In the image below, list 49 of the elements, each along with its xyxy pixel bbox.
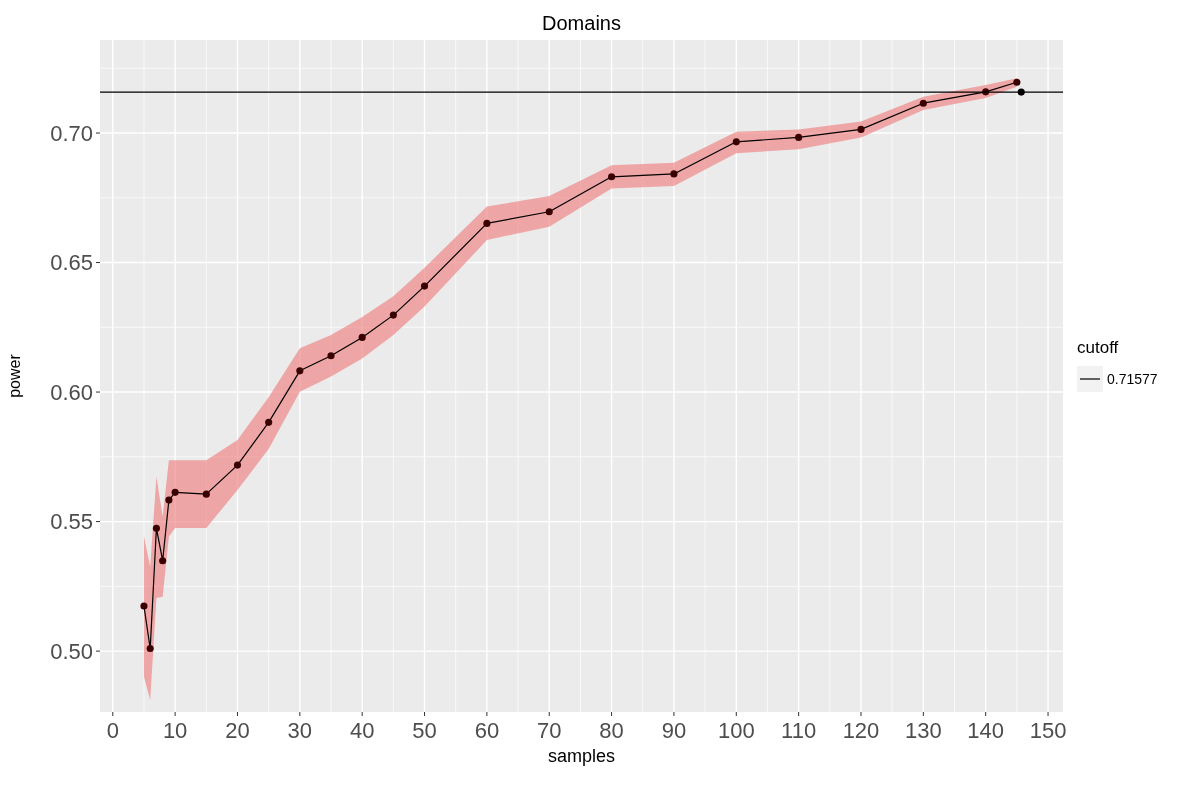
x-tick-label: 90 [661,718,687,743]
x-tick-label: 150 [1029,718,1067,743]
point [608,173,616,181]
point [358,333,366,341]
y-tick-label: 0.50 [50,638,93,664]
y-tick-label: 0.65 [50,250,93,276]
x-tick-label: 80 [599,718,624,743]
x-tick-label: 60 [474,718,500,743]
x-tick-label: 100 [717,718,755,743]
point [327,352,335,360]
x-tick-label: 10 [162,718,188,743]
point [140,602,148,610]
x-tick-label: 120 [842,718,880,743]
point [152,524,160,532]
point [545,208,553,216]
point [670,170,678,178]
y-axis-title: power [6,353,23,398]
x-tick-label: 110 [781,718,817,743]
point [165,496,173,504]
y-tick-label: 0.60 [50,379,93,405]
x-tick-label: 20 [225,718,250,743]
x-axis-title: samples [547,746,616,766]
point [1013,78,1021,86]
y-tick-label: 0.70 [50,120,93,146]
legend-label: 0.71577 [1107,370,1158,387]
point [202,490,210,498]
x-tick-label: 30 [287,718,313,743]
point [265,418,273,426]
point [420,282,429,290]
legend-title: cutoff [1077,338,1119,357]
point [857,125,865,133]
x-tick-label: 40 [349,718,375,743]
x-tick-label: 50 [412,718,437,743]
x-tick-label: 0 [106,718,119,743]
point [233,461,242,469]
y-tick-label: 0.55 [50,509,93,535]
point [146,644,154,653]
point [732,138,740,146]
point [159,557,167,565]
point [483,219,491,227]
point [296,367,304,375]
point [389,311,397,319]
point [919,99,927,107]
point [795,133,803,141]
x-tick-label: 140 [967,718,1005,743]
x-tick-label: 70 [536,718,562,743]
point [171,488,179,496]
x-tick-label: 130 [904,718,942,743]
chart-title: Domains [542,12,621,34]
